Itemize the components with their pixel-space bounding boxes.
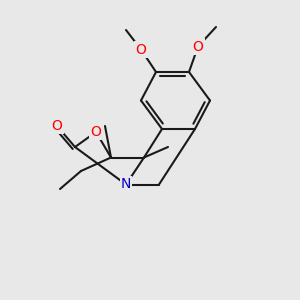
Text: O: O bbox=[91, 125, 101, 139]
Text: O: O bbox=[193, 40, 203, 53]
Text: O: O bbox=[52, 119, 62, 133]
Text: O: O bbox=[136, 43, 146, 56]
Text: N: N bbox=[121, 178, 131, 191]
